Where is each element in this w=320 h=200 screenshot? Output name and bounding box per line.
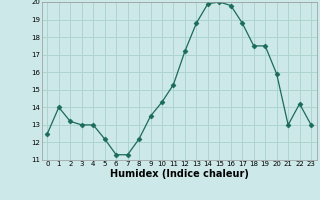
X-axis label: Humidex (Indice chaleur): Humidex (Indice chaleur): [110, 169, 249, 179]
